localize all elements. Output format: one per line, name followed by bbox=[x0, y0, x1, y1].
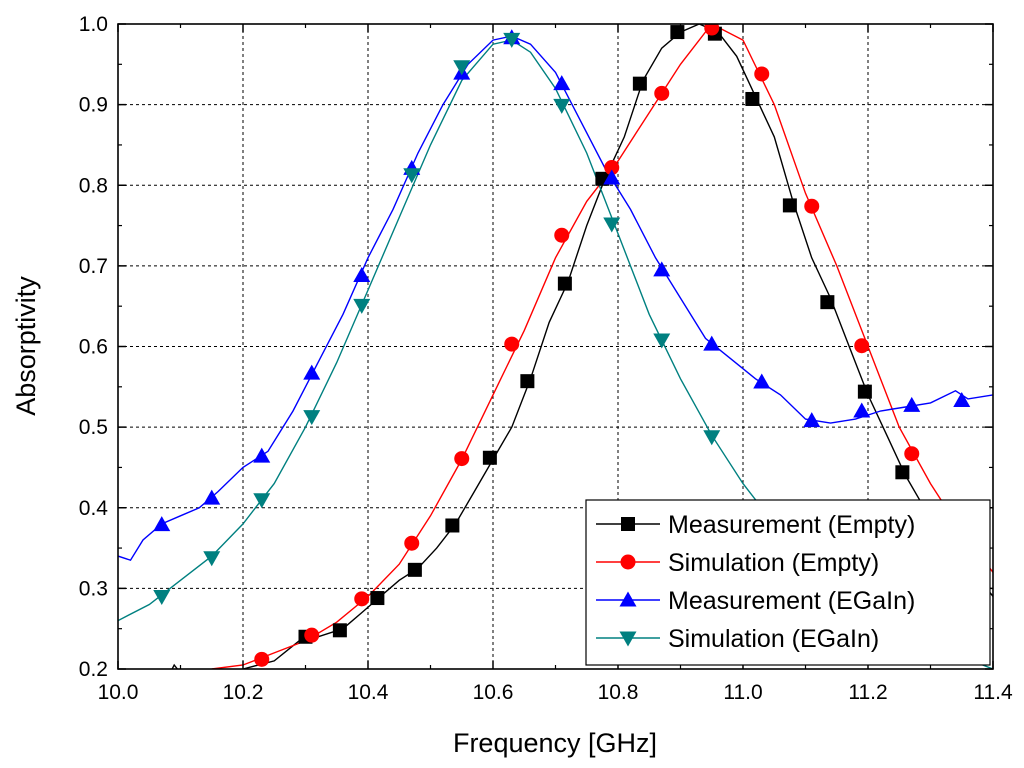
data-point-series-0 bbox=[632, 76, 647, 91]
data-point-series-0 bbox=[782, 198, 797, 213]
data-point-series-0 bbox=[820, 295, 835, 310]
data-point-series-2 bbox=[803, 412, 821, 428]
data-point-series-1 bbox=[604, 160, 620, 176]
tick-labels: 10.0 10.2 10.4 10.6 10.8 11.0 11.2 11.4 0.2 0.3 0.… bbox=[79, 13, 1013, 704]
y-tick-label: 0.7 bbox=[79, 255, 108, 278]
data-point-series-3 bbox=[403, 168, 421, 184]
data-point-series-1 bbox=[854, 338, 870, 354]
data-point-series-1 bbox=[454, 451, 470, 467]
data-point-series-0 bbox=[745, 91, 760, 106]
data-point-series-3 bbox=[303, 410, 321, 426]
data-point-series-2 bbox=[253, 447, 271, 463]
data-point-series-3 bbox=[453, 60, 471, 76]
data-point-series-0 bbox=[445, 518, 460, 533]
series-markers bbox=[153, 24, 971, 667]
y-tick-label: 0.5 bbox=[79, 416, 108, 439]
legend-marker-1 bbox=[620, 554, 636, 570]
legend-label-2: Measurement (EGaIn) bbox=[668, 587, 915, 615]
legend-marker-0 bbox=[621, 517, 635, 531]
data-point-series-2 bbox=[303, 364, 321, 380]
legend: Measurement (Empty) Simulation (Empty) Mea… bbox=[585, 499, 991, 666]
data-point-series-3 bbox=[603, 217, 621, 233]
x-tick-label: 10.8 bbox=[598, 681, 639, 704]
data-point-series-1 bbox=[304, 627, 320, 643]
legend-label-0: Measurement (Empty) bbox=[668, 511, 915, 539]
data-point-series-1 bbox=[754, 66, 770, 82]
legend-label-3: Simulation (EGaIn) bbox=[668, 625, 879, 653]
data-point-series-1 bbox=[654, 85, 670, 101]
data-point-series-3 bbox=[153, 589, 171, 605]
y-tick-label: 0.3 bbox=[79, 577, 108, 600]
data-point-series-2 bbox=[703, 335, 721, 351]
data-point-series-3 bbox=[703, 430, 721, 446]
data-point-series-2 bbox=[603, 169, 621, 185]
data-point-series-3 bbox=[553, 98, 571, 114]
data-point-series-2 bbox=[953, 392, 971, 408]
data-point-series-0 bbox=[332, 623, 347, 638]
x-tick-label: 10.2 bbox=[223, 681, 264, 704]
data-point-series-0 bbox=[407, 562, 422, 577]
data-point-series-3 bbox=[653, 333, 671, 349]
y-tick-label: 0.2 bbox=[79, 658, 108, 681]
data-point-series-1 bbox=[254, 651, 270, 667]
data-point-series-2 bbox=[853, 402, 871, 418]
y-tick-label: 0.9 bbox=[79, 94, 108, 117]
x-tick-label: 10.0 bbox=[98, 681, 139, 704]
data-point-series-0 bbox=[857, 384, 872, 399]
data-point-series-1 bbox=[804, 198, 820, 214]
data-point-series-2 bbox=[903, 396, 921, 412]
data-point-series-0 bbox=[370, 591, 385, 606]
x-tick-label: 11.4 bbox=[973, 681, 1013, 704]
series-line-2 bbox=[118, 35, 993, 562]
data-point-series-0 bbox=[557, 276, 572, 291]
data-point-series-0 bbox=[482, 450, 497, 465]
legend-label-1: Simulation (Empty) bbox=[668, 549, 879, 577]
legend-marker-2 bbox=[619, 591, 637, 607]
data-point-series-2 bbox=[153, 516, 171, 532]
data-point-series-1 bbox=[504, 336, 520, 352]
y-tick-label: 0.4 bbox=[79, 497, 109, 520]
x-tick-label: 10.6 bbox=[473, 681, 514, 704]
data-point-series-2 bbox=[353, 267, 371, 283]
legend-marker-3 bbox=[619, 631, 637, 647]
data-point-series-3 bbox=[503, 32, 521, 48]
data-point-series-2 bbox=[753, 373, 771, 389]
data-point-series-1 bbox=[404, 535, 420, 551]
x-axis-title: Frequency [GHz] bbox=[453, 728, 657, 758]
data-point-series-2 bbox=[203, 489, 221, 505]
y-tick-label: 1.0 bbox=[79, 13, 108, 36]
data-point-series-0 bbox=[670, 25, 685, 40]
data-point-series-2 bbox=[553, 75, 571, 91]
data-point-series-3 bbox=[353, 298, 371, 314]
data-point-series-3 bbox=[253, 493, 271, 509]
data-point-series-3 bbox=[203, 551, 221, 567]
x-tick-label: 11.0 bbox=[723, 681, 762, 704]
y-tick-label: 0.6 bbox=[79, 336, 108, 359]
x-tick-label: 10.4 bbox=[348, 681, 389, 704]
y-tick-label: 0.8 bbox=[79, 174, 108, 197]
data-point-series-0 bbox=[520, 374, 535, 389]
y-axis-title: Absorptivity bbox=[11, 276, 41, 416]
data-point-series-1 bbox=[904, 446, 920, 462]
data-point-series-2 bbox=[653, 261, 671, 277]
data-point-series-1 bbox=[704, 24, 720, 36]
data-point-series-1 bbox=[554, 227, 570, 243]
x-tick-label: 11.2 bbox=[848, 681, 887, 704]
data-point-series-0 bbox=[895, 465, 910, 480]
grid bbox=[118, 24, 993, 669]
data-point-series-1 bbox=[354, 591, 370, 607]
